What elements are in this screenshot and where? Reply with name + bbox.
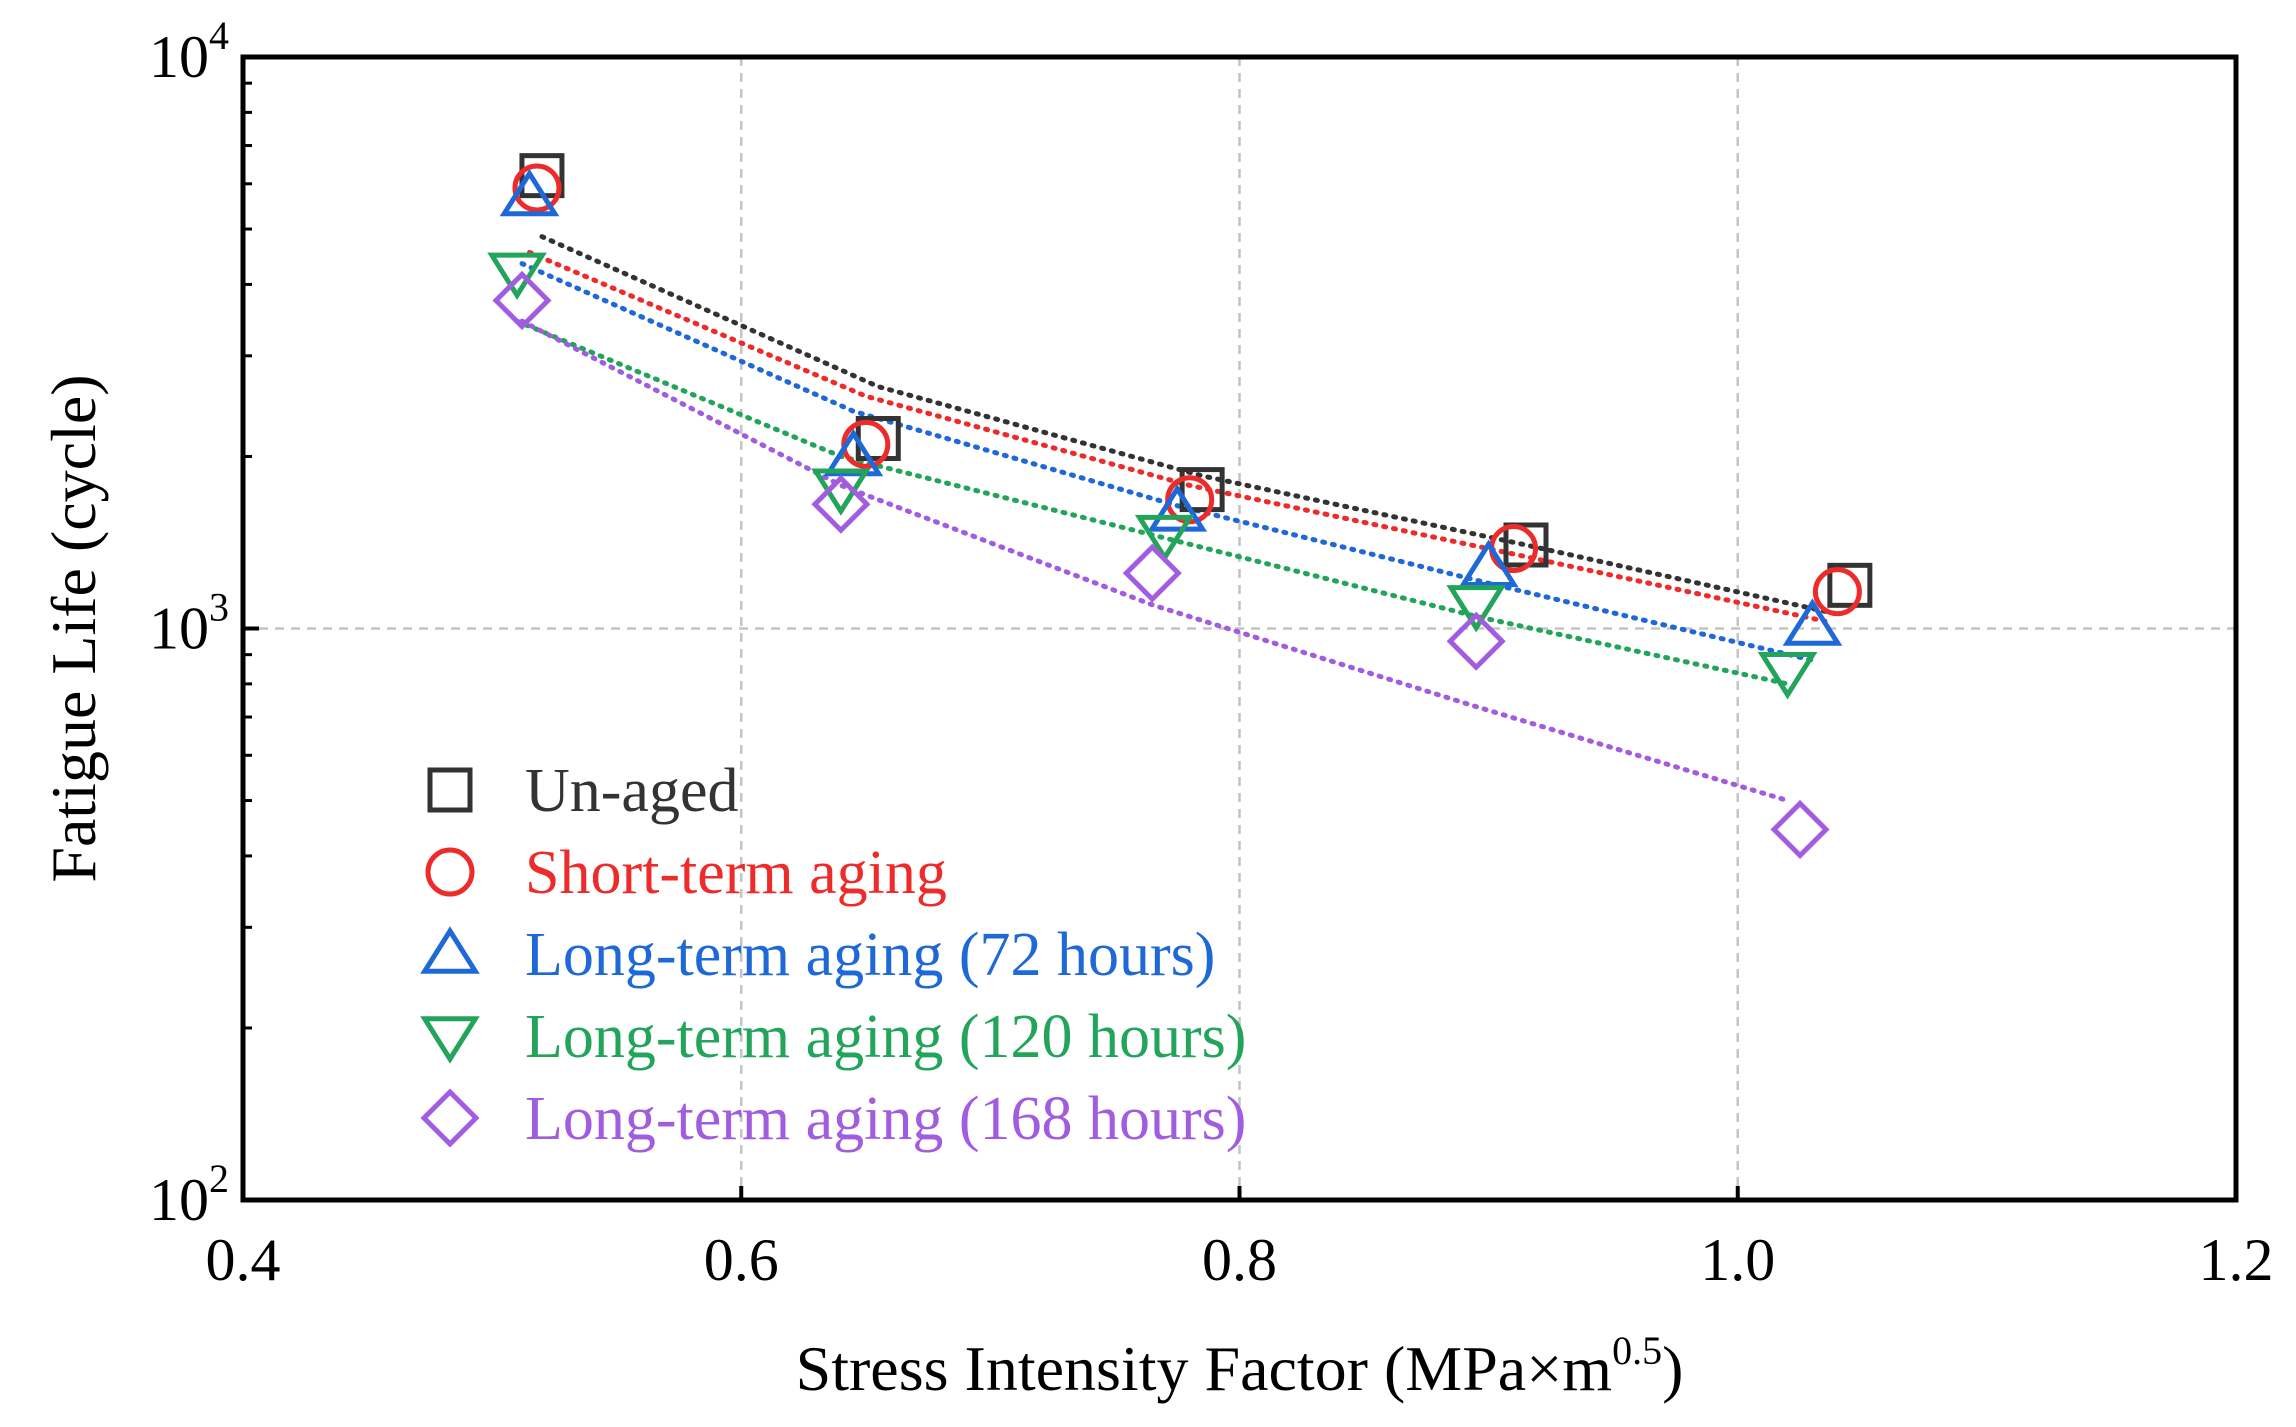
x-tick-label: 0.6 (704, 1227, 779, 1293)
data-point-series-2 (1782, 598, 1843, 646)
data-point-series-1 (512, 163, 562, 213)
legend-marker-0 (427, 767, 473, 813)
data-point-series-4 (1446, 611, 1506, 671)
fit-line-1 (526, 249, 1828, 624)
legend-label-1: Short-term aging (525, 839, 947, 907)
legend-label-4: Long-term aging (168 hours) (525, 1085, 1246, 1153)
legend: Un-aged Short-term aging Long-term aging (… (420, 757, 1246, 1153)
data-point-series-3 (1757, 652, 1818, 700)
data-point-series-0 (1179, 467, 1225, 513)
x-axis-label-text: Stress Intensity Factor (MPa×m (796, 1333, 1612, 1404)
x-tick-label: 0.4 (206, 1227, 281, 1293)
y-tick-exponent: 3 (209, 585, 229, 630)
data-markers (487, 153, 1873, 859)
data-point-series-4 (1770, 799, 1830, 859)
y-tick-label: 103 (149, 585, 229, 662)
legend-marker-1 (425, 847, 475, 897)
fit-line-3 (514, 318, 1791, 687)
y-tick-base: 10 (149, 596, 209, 662)
legend-label-3: Long-term aging (120 hours) (525, 1003, 1246, 1071)
y-tick-base: 10 (149, 1167, 209, 1233)
legend-label-0: Un-aged (525, 757, 738, 825)
y-tick-base: 10 (149, 24, 209, 90)
y-tick-label: 104 (149, 13, 229, 90)
data-point-series-2 (1147, 484, 1208, 532)
fit-line-0 (539, 234, 1840, 617)
y-tick-exponent: 4 (209, 13, 229, 58)
fit-line-2 (519, 261, 1815, 663)
data-point-series-2 (1458, 539, 1519, 587)
legend-marker-4 (420, 1088, 480, 1148)
data-point-series-4 (811, 474, 871, 534)
grid-lines (243, 57, 2236, 1200)
data-point-series-3 (1446, 585, 1506, 633)
x-axis-label: Stress Intensity Factor (MPa×m0.5) (796, 1328, 1684, 1404)
x-axis-ticks: 0.4 0.6 0.8 1.0 1.2 (206, 1186, 2274, 1293)
legend-marker-3 (420, 1016, 480, 1064)
data-point-series-1 (1812, 567, 1862, 617)
x-tick-label: 1.2 (2199, 1227, 2274, 1293)
data-point-series-4 (1122, 543, 1182, 603)
y-axis-label: Fatigue Life (cycle) (38, 374, 109, 882)
x-axis-label-sup: 0.5 (1612, 1328, 1662, 1373)
fit-lines (514, 234, 1840, 804)
data-point-series-2 (499, 168, 560, 217)
legend-label-2: Long-term aging (72 hours) (525, 921, 1215, 989)
data-point-series-4 (492, 270, 552, 330)
data-point-series-2 (823, 428, 884, 477)
x-tick-label: 1.0 (1700, 1227, 1775, 1293)
data-point-series-3 (1134, 514, 1195, 563)
x-axis-label-end: ) (1662, 1333, 1683, 1404)
data-point-series-3 (487, 252, 547, 301)
legend-marker-2 (420, 926, 480, 974)
fit-line-4 (519, 318, 1791, 804)
data-point-series-0 (1827, 562, 1873, 608)
y-tick-label: 102 (149, 1156, 229, 1233)
y-tick-exponent: 2 (209, 1156, 229, 1201)
x-tick-label: 0.8 (1202, 1227, 1277, 1293)
